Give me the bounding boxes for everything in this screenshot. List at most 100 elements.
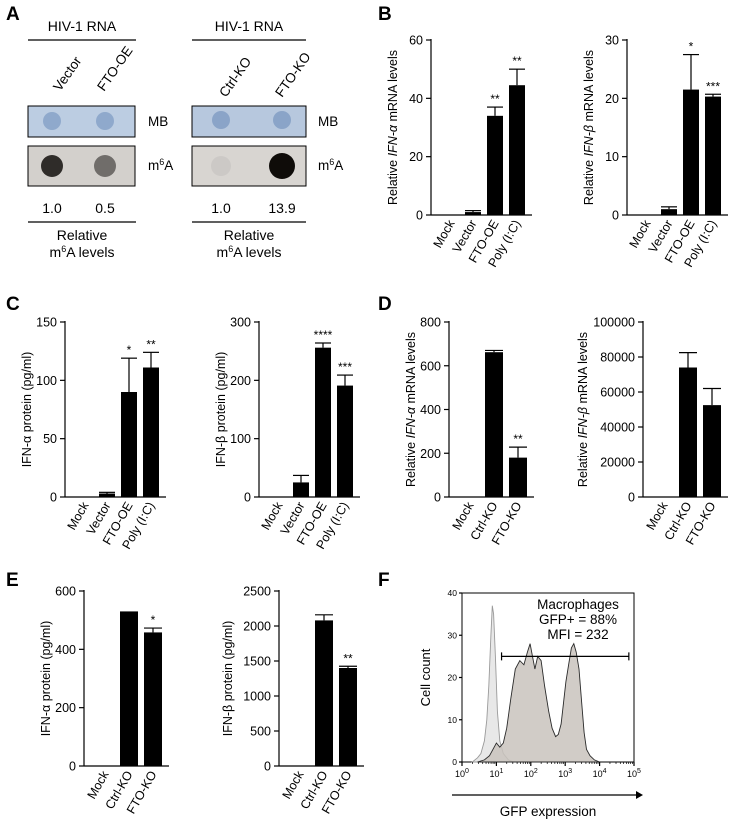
bar	[337, 385, 353, 497]
bar	[293, 482, 309, 497]
a-left-header: HIV-1 RNA	[48, 18, 117, 34]
y-tick-label: 0	[452, 757, 457, 767]
y-tick-label: 30	[448, 630, 458, 640]
x-tick-label: 101	[489, 768, 503, 779]
a-right-value-1: 1.0	[211, 200, 231, 216]
y-axis-label: IFN-α protein (pg/ml)	[39, 621, 53, 737]
sample-histogram	[477, 642, 600, 763]
bar	[120, 611, 138, 766]
significance-mark: **	[513, 432, 523, 446]
y-tick-label: 20000	[600, 456, 635, 470]
a-right-lane-2: FTO-KO	[272, 50, 313, 100]
panel-c-letter: C	[6, 294, 20, 315]
y-tick-label: 0	[50, 491, 57, 505]
annotation-line: GFP+ = 88%	[539, 612, 617, 627]
bar	[121, 392, 137, 497]
x-axis-arrow-head	[636, 791, 643, 799]
y-tick-label: 60000	[600, 386, 635, 400]
significance-mark: **	[343, 651, 353, 665]
y-tick-label: 1000	[243, 690, 271, 704]
chart-e-ifn-beta-protein: 0 500 1000 1500 2000 2500 IFN-β protein (pg/ml…	[221, 585, 364, 816]
bar	[705, 96, 721, 215]
a-left-m6a-label: m6A	[148, 157, 173, 173]
bar	[683, 89, 699, 215]
bar	[315, 620, 333, 766]
a-left-m6a-dot-1	[41, 155, 63, 177]
y-tick-label: 400	[420, 403, 441, 417]
a-right-mb-dot-2	[273, 111, 291, 129]
a-right-caption-1: Relative	[224, 227, 275, 243]
y-tick-label: 0	[416, 209, 423, 223]
a-left-caption-2: m6A levels	[50, 244, 115, 260]
a-left-m6a-dot-2	[94, 155, 116, 177]
significance-mark: **	[512, 54, 522, 68]
y-tick-label: 0	[612, 209, 619, 223]
y-tick-label: 20	[448, 673, 458, 683]
x-tick-label: 104	[593, 768, 607, 779]
y-tick-label: 600	[55, 585, 76, 599]
y-tick-label: 2500	[243, 585, 271, 599]
bar	[661, 209, 677, 215]
y-tick-label: 0	[69, 760, 76, 774]
x-tick-label: 102	[524, 768, 538, 779]
significance-mark: **	[146, 337, 156, 351]
panel-a-left-blot: HIV-1 RNA Vector FTO-OE MB m6A 1.0 0.5 R…	[27, 18, 173, 260]
bar	[485, 352, 503, 497]
x-axis-label: GFP expression	[500, 804, 597, 819]
y-tick-label: 200	[55, 701, 76, 715]
a-right-caption-2: m6A levels	[217, 244, 282, 260]
x-tick-label: 103	[558, 768, 572, 779]
y-tick-label: 100	[36, 374, 57, 388]
y-tick-label: 20	[605, 92, 619, 106]
annotation-line: MFI = 232	[547, 627, 608, 642]
a-left-value-1: 1.0	[42, 200, 62, 216]
a-right-m6a-dot-2	[269, 153, 295, 179]
panel-d-letter: D	[378, 294, 392, 315]
x-tick-label: 100	[455, 768, 469, 779]
y-tick-label: 40	[409, 92, 423, 106]
bar	[99, 493, 115, 497]
bar	[679, 367, 697, 497]
y-tick-label: 1500	[243, 655, 271, 669]
y-tick-label: 50	[43, 432, 57, 446]
y-axis-label: Cell count	[418, 648, 433, 706]
y-tick-label: 30	[605, 34, 619, 48]
a-left-lane-1: Vector	[50, 53, 85, 93]
y-axis-label: Relative IFN-β mRNA levels	[576, 332, 590, 487]
y-tick-label: 40000	[600, 421, 635, 435]
y-axis-label: IFN-β protein (pg/ml)	[221, 621, 235, 737]
y-tick-label: 0	[244, 491, 251, 505]
y-tick-label: 150	[36, 316, 57, 330]
a-left-lane-2: FTO-OE	[94, 44, 135, 94]
y-tick-label: 10	[448, 715, 458, 725]
significance-mark: *	[151, 613, 156, 627]
a-left-value-2: 0.5	[95, 200, 115, 216]
y-tick-label: 600	[420, 359, 441, 373]
significance-mark: ***	[338, 360, 352, 374]
significance-mark: **	[490, 92, 500, 106]
y-tick-label: 300	[230, 316, 251, 330]
bar	[143, 367, 159, 497]
bar	[509, 457, 527, 497]
a-right-mb-label: MB	[318, 114, 338, 129]
a-left-mb-label: MB	[148, 114, 168, 129]
panel-a-letter: A	[6, 4, 20, 25]
significance-mark: *	[689, 40, 694, 54]
bar	[144, 632, 162, 766]
y-axis-label: Relative IFN-β mRNA levels	[582, 50, 596, 205]
y-tick-label: 400	[55, 643, 76, 657]
y-tick-label: 500	[250, 725, 271, 739]
a-left-mb-dot-1	[43, 112, 61, 130]
panel-a-right-blot: HIV-1 RNA Ctrl-KO FTO-KO MB m6A 1.0 13.9…	[191, 18, 343, 260]
y-axis-label: Relative IFN-α mRNA levels	[404, 332, 418, 487]
x-tick-label: 105	[627, 768, 641, 779]
